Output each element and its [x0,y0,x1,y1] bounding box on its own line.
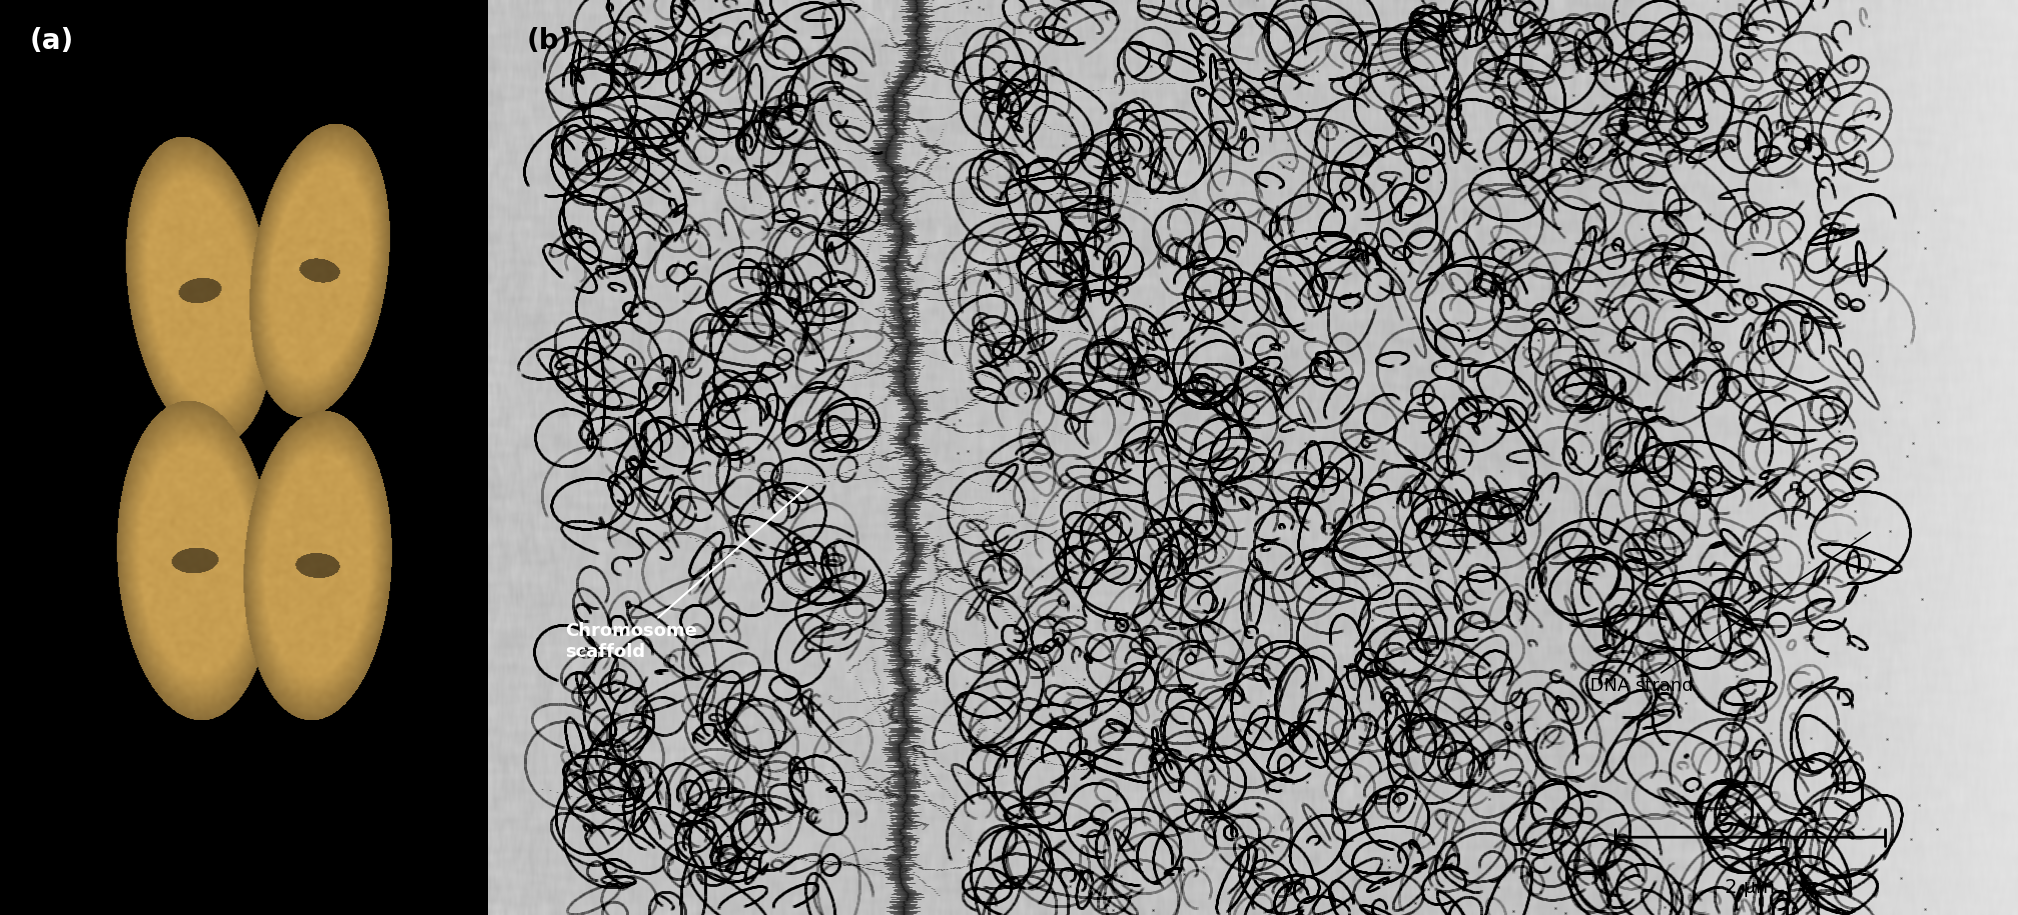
Text: (b): (b) [527,27,571,56]
Text: DNA strand: DNA strand [1590,533,1871,695]
Text: (a): (a) [30,27,73,56]
Text: 2 μm: 2 μm [1725,878,1776,898]
Text: Chromosome
scaffold: Chromosome scaffold [565,487,807,661]
